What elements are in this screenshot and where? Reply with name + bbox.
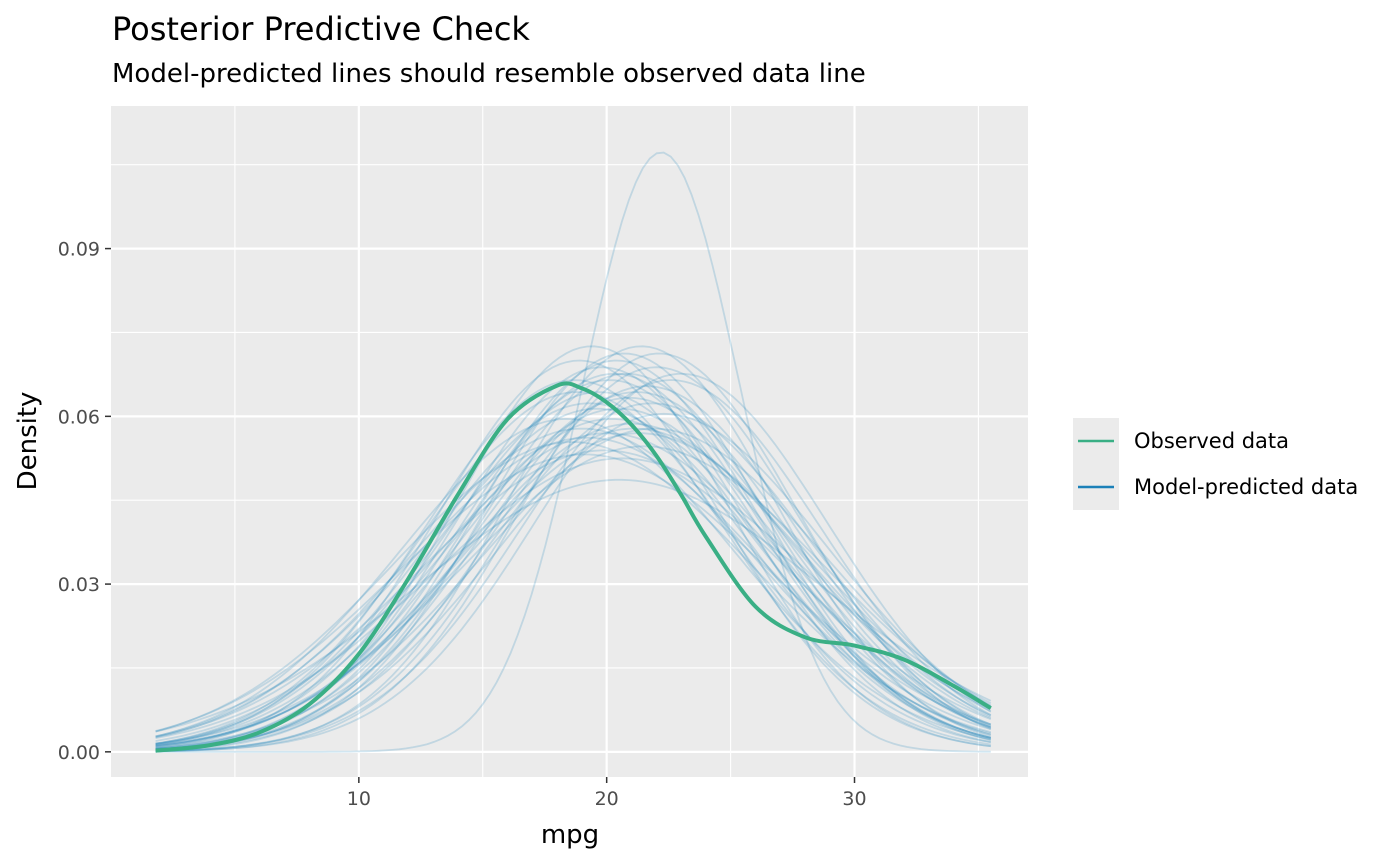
predicted-draw-line bbox=[155, 372, 992, 753]
predicted-draw-line bbox=[155, 379, 992, 752]
observed-series bbox=[155, 381, 992, 753]
predicted-draw-line bbox=[155, 366, 992, 752]
predicted-draw-line bbox=[155, 345, 992, 752]
predicted-draw-line bbox=[155, 427, 992, 739]
predicted-draw-line bbox=[155, 359, 992, 751]
predicted-draw-line bbox=[155, 445, 992, 745]
y-axis-title: Density bbox=[13, 392, 43, 491]
predicted-draw-line bbox=[155, 412, 992, 750]
legend-label-observed: Observed data bbox=[1134, 429, 1289, 453]
predicted-draw-line bbox=[155, 151, 991, 753]
plot-panel bbox=[111, 106, 1028, 777]
y-tick-label: 0.00 bbox=[58, 742, 100, 764]
predicted-draw-line bbox=[155, 402, 992, 751]
y-tick-label: 0.09 bbox=[58, 239, 100, 261]
x-tick-label: 20 bbox=[595, 788, 619, 810]
predicted-draw-line bbox=[155, 359, 991, 749]
y-tick-label: 0.03 bbox=[58, 574, 100, 596]
x-tick-label: 10 bbox=[347, 788, 371, 810]
predicted-draw-line bbox=[155, 372, 992, 750]
predicted-draw-line bbox=[155, 379, 992, 750]
x-axis-title: mpg bbox=[541, 820, 599, 850]
chart-title: Posterior Predictive Check bbox=[112, 10, 530, 48]
predicted-draw-line bbox=[155, 427, 992, 747]
x-axis: 10 20 30 bbox=[347, 777, 867, 810]
chart-subtitle: Model-predicted lines should resemble ob… bbox=[112, 59, 866, 89]
predicted-draw-line bbox=[155, 418, 992, 746]
predicted-draw-line bbox=[155, 441, 992, 733]
predicted-draw-line bbox=[155, 432, 992, 747]
predicted-draw-line bbox=[155, 391, 992, 748]
predicted-series bbox=[155, 151, 992, 753]
predicted-draw-line bbox=[155, 407, 992, 748]
predicted-draw-line bbox=[155, 385, 992, 751]
y-tick-label: 0.06 bbox=[58, 406, 100, 428]
predicted-draw-line bbox=[155, 457, 992, 739]
observed-data-line bbox=[155, 381, 992, 753]
predicted-draw-line bbox=[155, 478, 992, 733]
legend-label-predicted: Model-predicted data bbox=[1134, 475, 1358, 499]
minor-gridlines bbox=[111, 106, 1028, 777]
x-tick-label: 30 bbox=[842, 788, 866, 810]
predicted-draw-line bbox=[155, 352, 992, 752]
predicted-draw-line bbox=[155, 372, 992, 751]
predicted-draw-line bbox=[155, 417, 991, 740]
predicted-draw-line bbox=[155, 436, 992, 738]
predicted-draw-line bbox=[155, 391, 992, 750]
predicted-draw-line bbox=[155, 449, 992, 738]
predicted-draw-line bbox=[155, 432, 992, 742]
major-gridlines bbox=[111, 106, 1028, 777]
y-axis: 0.00 0.03 0.06 0.09 bbox=[58, 239, 111, 764]
predicted-draw-line bbox=[155, 352, 992, 753]
predicted-draw-line bbox=[155, 402, 992, 745]
legend: Observed data Model-predicted data bbox=[1073, 418, 1358, 510]
predicted-draw-line bbox=[155, 391, 991, 745]
predicted-draw-line bbox=[155, 407, 992, 745]
predicted-draw-line bbox=[155, 379, 991, 746]
predicted-draw-line bbox=[155, 422, 992, 747]
